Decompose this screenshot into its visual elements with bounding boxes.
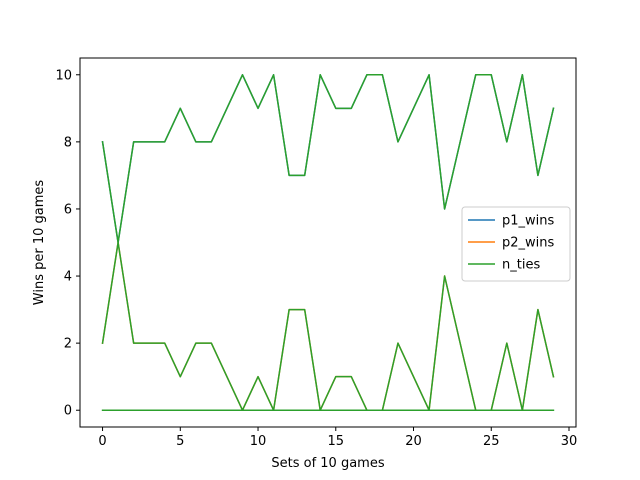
x-axis-label: Sets of 10 games [271,456,384,471]
x-tick-label: 30 [561,434,578,449]
plot-frame [79,57,577,428]
y-axis-ticks: 0 2 4 6 8 10 [55,68,80,419]
legend-label-p1_wins: p1_wins [502,214,555,229]
y-tick-label: 4 [64,270,72,285]
legend-label-n_ties: n_ties [502,258,540,273]
x-axis-ticks: 0 5 10 15 20 25 30 [98,427,577,449]
legend-label-p2_wins: p2_wins [502,236,555,251]
legend-box [461,206,571,282]
x-tick-label: 25 [483,434,500,449]
y-tick-label: 2 [64,337,72,352]
y-tick-label: 6 [64,202,72,217]
series-line-overlay-3 [101,74,555,244]
x-tick-label: 0 [98,434,106,449]
y-axis-label: Wins per 10 games [32,180,47,306]
y-tick-label: 10 [55,68,72,83]
y-tick-label: 0 [64,404,72,419]
series-line-overlay-4 [101,241,555,411]
x-tick-label: 15 [328,434,345,449]
plot-lines [101,74,555,411]
legend: p1_wins p2_wins n_ties [461,206,571,282]
y-tick-label: 8 [64,135,72,150]
x-tick-label: 10 [250,434,267,449]
x-tick-label: 5 [176,434,184,449]
x-tick-label: 20 [405,434,422,449]
